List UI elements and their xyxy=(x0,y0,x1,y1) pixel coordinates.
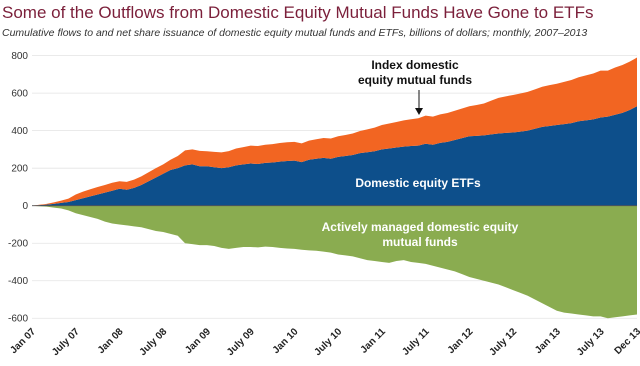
x-tick-label: July 08 xyxy=(138,326,170,358)
series-label: Index domestic equity mutual funds xyxy=(358,58,472,87)
area xyxy=(32,205,637,319)
y-tick-label: 400 xyxy=(11,126,28,137)
y-tick-label: 600 xyxy=(11,89,28,100)
y-tick-label: -400 xyxy=(8,276,28,287)
x-tick-label: July 07 xyxy=(50,326,82,358)
x-tick-label: July 13 xyxy=(575,326,607,358)
x-tick-label: July 12 xyxy=(487,326,519,358)
x-tick-label: Jan 10 xyxy=(271,326,301,356)
y-tick-label: -200 xyxy=(8,239,28,250)
x-tick-label: Jan 09 xyxy=(183,326,213,356)
y-tick-label: -600 xyxy=(8,314,28,325)
y-tick-label: 0 xyxy=(22,201,28,212)
chart-title: Some of the Outflows from Domestic Equit… xyxy=(2,3,593,22)
series-label: Domestic equity ETFs xyxy=(355,176,481,190)
series-label: Actively managed domestic equity mutual … xyxy=(321,220,519,249)
x-tick-label: Jan 12 xyxy=(446,326,476,356)
x-tick-label: Jan 07 xyxy=(8,326,38,356)
area xyxy=(32,106,637,206)
y-tick-label: 800 xyxy=(11,51,28,62)
x-tick-label: Jan 08 xyxy=(96,326,126,356)
area xyxy=(32,57,637,206)
x-tick-label: July 09 xyxy=(225,326,257,358)
chart-subtitle: Cumulative flows to and net share issuan… xyxy=(2,27,587,39)
x-tick-label: July 11 xyxy=(400,326,432,358)
annotation-arrowhead xyxy=(415,108,423,115)
x-tick-label: July 10 xyxy=(313,326,345,358)
y-tick-label: 200 xyxy=(11,164,28,175)
x-tick-label: Jan 13 xyxy=(533,326,563,356)
x-tick-label: Jan 11 xyxy=(359,326,389,356)
x-tick-label: Dec 13 xyxy=(613,326,640,357)
